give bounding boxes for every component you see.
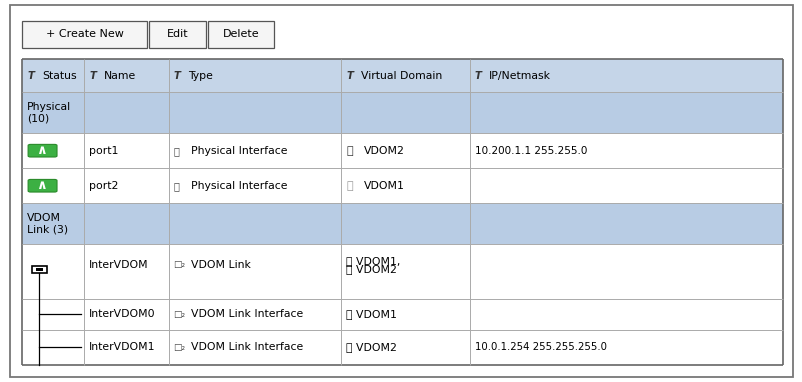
Bar (22, 330, 782, 365)
Text: Physical Interface: Physical Interface (191, 181, 287, 191)
Bar (22, 21, 147, 48)
Text: T: T (89, 71, 96, 81)
Text: T: T (474, 71, 481, 81)
Text: port1: port1 (89, 146, 119, 156)
Text: 10.200.1.1 255.255.0: 10.200.1.1 255.255.0 (474, 146, 586, 156)
FancyBboxPatch shape (28, 144, 57, 157)
Text: VDOM Link Interface: VDOM Link Interface (191, 342, 303, 352)
Text: ⚿ VDOM1,: ⚿ VDOM1, (346, 256, 400, 266)
Text: port2: port2 (89, 181, 119, 191)
Text: □₂: □₂ (173, 310, 185, 319)
Text: Virtual Domain: Virtual Domain (360, 71, 441, 81)
Text: ∧: ∧ (37, 144, 48, 157)
Text: 10.0.1.254 255.255.255.0: 10.0.1.254 255.255.255.0 (474, 342, 606, 352)
Text: ⚿: ⚿ (346, 181, 352, 191)
Text: InterVDOM1: InterVDOM1 (89, 342, 156, 352)
Bar (22, 92, 782, 133)
Bar (208, 21, 273, 48)
Text: ∧: ∧ (37, 179, 48, 192)
Text: IP/Netmask: IP/Netmask (488, 71, 550, 81)
Text: VDOM Link Interface: VDOM Link Interface (191, 309, 303, 319)
Text: InterVDOM: InterVDOM (89, 259, 148, 270)
Bar (35, 268, 43, 271)
Text: VDOM1: VDOM1 (363, 181, 404, 191)
Bar (22, 203, 782, 244)
Text: □₂: □₂ (173, 260, 185, 269)
Text: □₂: □₂ (173, 343, 185, 352)
Bar (22, 59, 782, 92)
Text: Physical Interface: Physical Interface (191, 146, 287, 156)
Text: ⚿ VDOM2: ⚿ VDOM2 (346, 342, 396, 352)
Text: ⯀: ⯀ (173, 181, 179, 191)
Text: VDOM Link: VDOM Link (191, 259, 251, 270)
Text: VDOM2: VDOM2 (363, 146, 404, 156)
Text: ⚿ VDOM1: ⚿ VDOM1 (346, 309, 396, 319)
Text: ⚿ VDOM2: ⚿ VDOM2 (346, 264, 396, 274)
Text: Status: Status (42, 71, 76, 81)
Bar (148, 21, 206, 48)
Text: T: T (346, 71, 353, 81)
Text: + Create New: + Create New (46, 29, 124, 39)
Bar (22, 244, 782, 299)
Text: Name: Name (103, 71, 136, 81)
Bar (32, 266, 47, 273)
Text: T: T (27, 71, 34, 81)
Text: ⚿: ⚿ (346, 146, 352, 156)
Text: Edit: Edit (167, 29, 188, 39)
Bar (22, 168, 782, 203)
Text: VDOM
Link (3): VDOM Link (3) (27, 213, 68, 235)
Text: Delete: Delete (222, 29, 259, 39)
Text: Type: Type (188, 71, 213, 81)
FancyBboxPatch shape (28, 180, 57, 192)
Bar (22, 133, 782, 168)
Text: T: T (173, 71, 180, 81)
Text: Physical
(10): Physical (10) (27, 102, 71, 123)
Bar (22, 299, 782, 330)
Text: ⯀: ⯀ (173, 146, 179, 156)
Text: InterVDOM0: InterVDOM0 (89, 309, 156, 319)
